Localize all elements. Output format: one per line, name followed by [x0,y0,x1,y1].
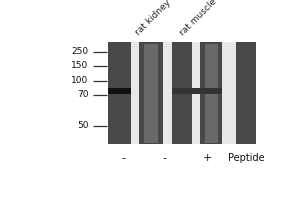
Bar [172,42,192,144]
Bar [108,88,130,94]
Text: rat kidney: rat kidney [134,0,172,37]
Bar [108,42,130,144]
Text: -: - [162,153,166,163]
Text: 100: 100 [71,76,89,85]
Bar [192,42,200,144]
Text: 70: 70 [77,90,89,99]
Bar [163,42,172,144]
Bar [130,42,139,144]
Text: -: - [122,153,125,163]
Bar [172,88,222,94]
Text: 50: 50 [77,121,89,130]
Bar [143,44,158,143]
Text: +: + [202,153,212,163]
Bar [236,42,256,144]
Bar [205,44,218,143]
Bar [200,42,222,144]
Text: Peptide: Peptide [228,153,265,163]
Text: rat muscle: rat muscle [178,0,218,37]
Text: 150: 150 [71,61,89,70]
Bar [139,42,163,144]
Text: 250: 250 [71,47,89,56]
Bar [222,42,236,144]
